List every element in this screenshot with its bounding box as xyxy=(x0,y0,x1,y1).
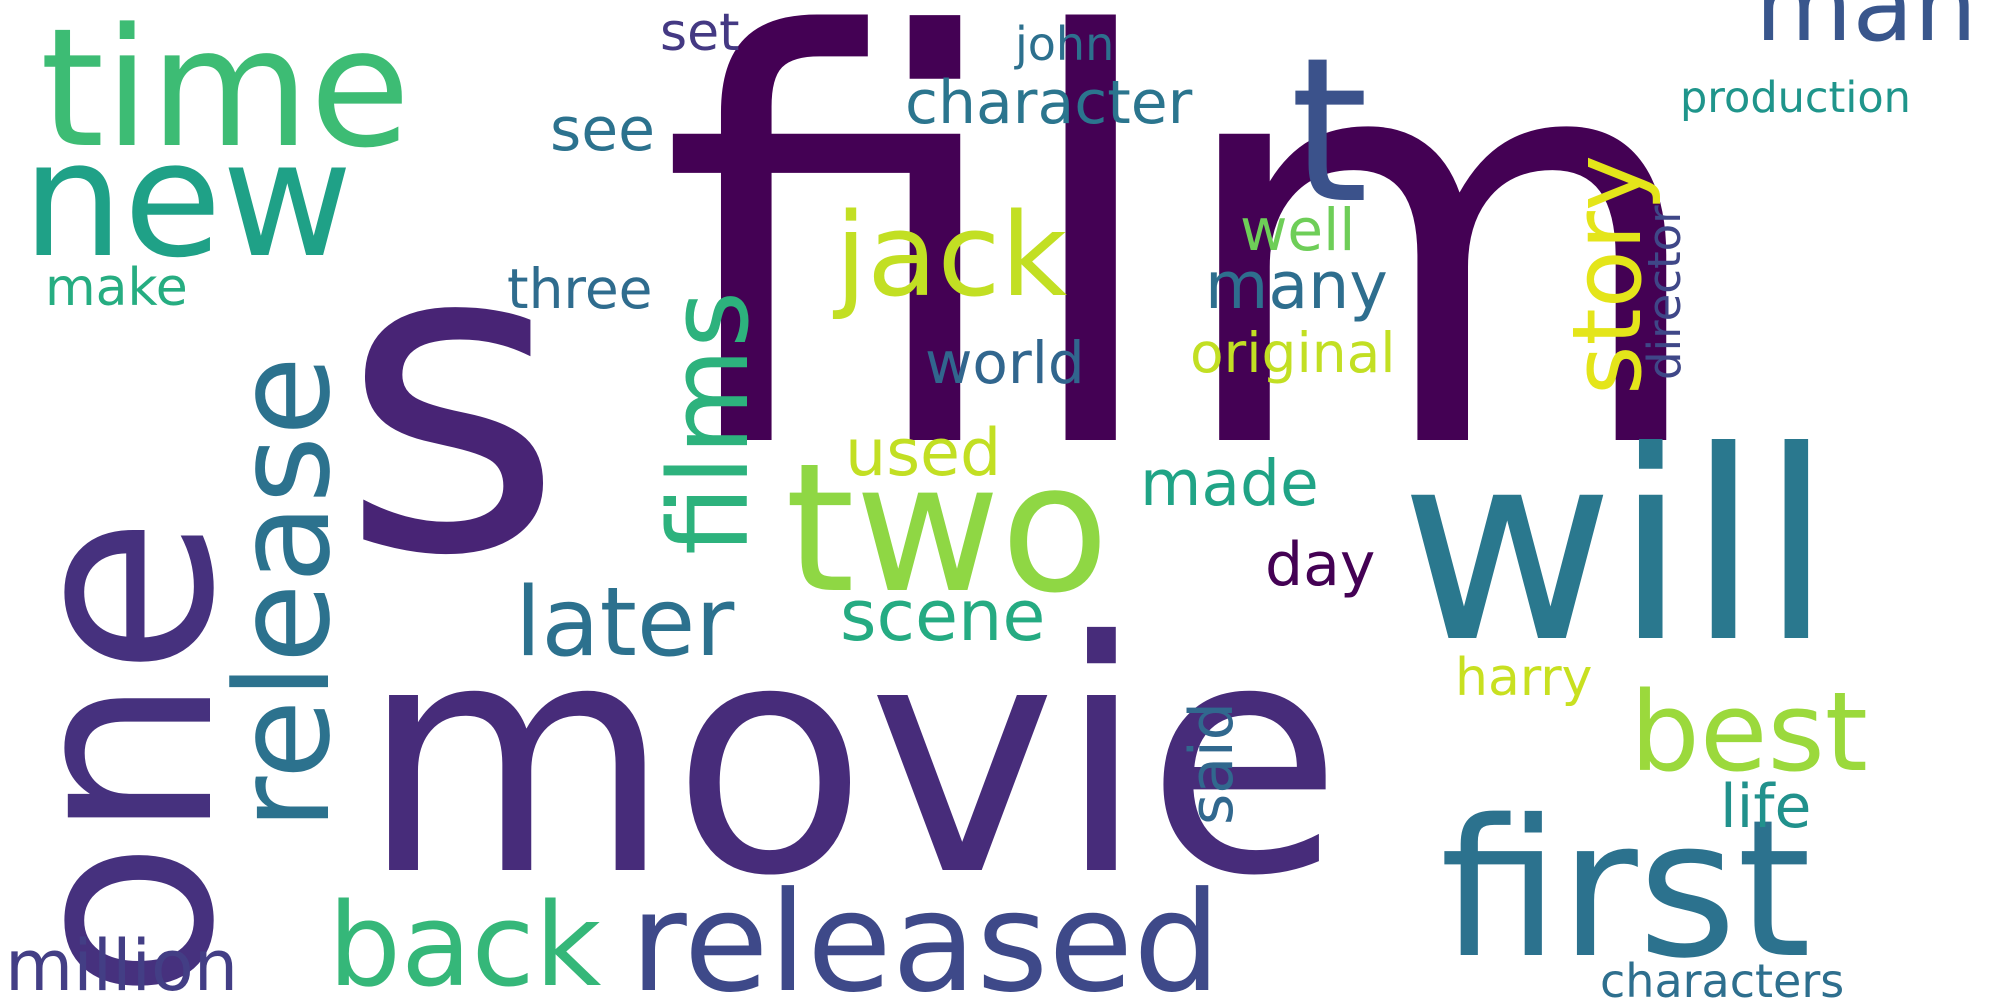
word-world: world xyxy=(925,329,1085,397)
word-see: see xyxy=(550,95,655,165)
word-jack: jack xyxy=(832,189,1068,323)
word-characters: characters xyxy=(1600,954,1844,1000)
word-story: story xyxy=(1553,155,1663,395)
word-character: character xyxy=(905,68,1193,138)
word-new: new xyxy=(22,106,353,293)
word-first: first xyxy=(1440,779,1811,1000)
word-will: will xyxy=(1400,395,1833,700)
word-production: production xyxy=(1680,73,1911,123)
word-many: many xyxy=(1205,249,1388,324)
word-man: man xyxy=(1755,0,1977,64)
word-set: set xyxy=(660,3,739,63)
word-three: three xyxy=(507,257,653,321)
word-t: t xyxy=(1290,15,1368,248)
word-day: day xyxy=(1265,530,1375,600)
word-movie: movie xyxy=(360,574,1343,946)
word-harry: harry xyxy=(1455,648,1592,708)
word-back: back xyxy=(328,879,602,1000)
word-make: make xyxy=(45,258,188,318)
word-john: john xyxy=(1014,17,1114,71)
word-made: made xyxy=(1140,447,1319,520)
word-best: best xyxy=(1630,668,1868,796)
word-scene: scene xyxy=(840,575,1045,657)
word-two: two xyxy=(785,425,1109,632)
word-s: s xyxy=(340,150,564,650)
word-director: director xyxy=(1638,205,1691,380)
word-used: used xyxy=(845,416,1001,491)
word-films: films xyxy=(645,291,773,555)
word-release: release xyxy=(207,356,359,830)
word-released: released xyxy=(630,862,1221,1000)
word-one: one xyxy=(0,516,272,1000)
word-film: film xyxy=(660,0,1714,573)
word-said: said xyxy=(1177,702,1247,825)
word-time: time xyxy=(40,0,411,184)
word-later: later xyxy=(515,568,735,678)
word-well: well xyxy=(1240,196,1355,264)
word-million: million xyxy=(5,925,238,1000)
word-life: life xyxy=(1720,772,1811,842)
word-original: original xyxy=(1190,321,1396,385)
